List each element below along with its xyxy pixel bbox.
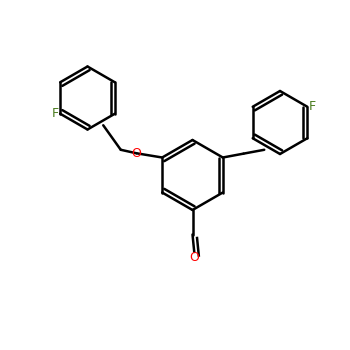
Text: F: F bbox=[309, 100, 316, 113]
Text: O: O bbox=[132, 147, 141, 160]
Text: F: F bbox=[51, 107, 58, 120]
Text: O: O bbox=[189, 251, 199, 264]
